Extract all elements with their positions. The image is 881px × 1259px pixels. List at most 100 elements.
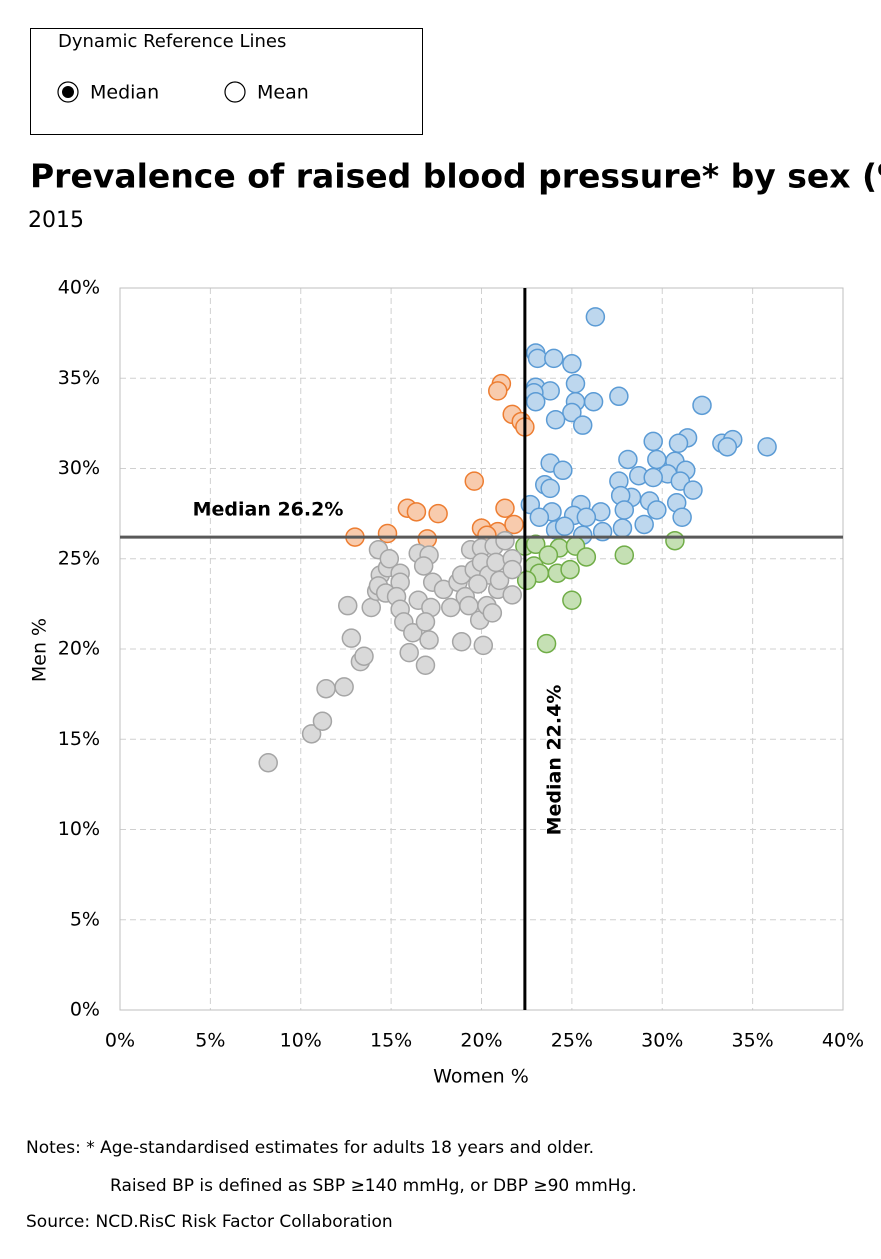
point [495,498,515,518]
point [560,559,580,580]
reference-label: Median 26.2% [193,499,344,521]
point [464,471,485,491]
point [488,381,508,401]
y-tick-label: 40% [58,277,100,299]
point [486,552,506,573]
point [415,655,436,675]
point [516,570,537,591]
point [609,386,629,407]
y-tick-label: 0% [70,999,100,1021]
point [614,545,635,565]
chart-title: Prevalence of raised blood pressure* by … [30,157,881,196]
point [419,630,439,650]
plot-border [119,287,844,1011]
point [612,518,633,538]
point [525,534,546,555]
x-tick-label: 35% [732,1030,774,1052]
point [554,516,575,537]
point [565,373,586,394]
x-tick-label: 0% [105,1030,135,1052]
point [576,507,597,527]
point [668,433,689,453]
x-tick-label: 15% [370,1030,412,1052]
point [683,480,703,500]
y-tick-label: 25% [58,547,100,569]
point [538,545,559,565]
point [428,503,448,524]
note: Raised BP is defined as SBP ≥140 mmHg, o… [110,1176,637,1196]
point [529,507,550,527]
point [495,530,515,551]
point [583,391,604,412]
point [502,559,522,580]
y-axis-label: Men % [29,618,51,682]
source: Source: NCD.RisC Risk Factor Collaborati… [26,1212,393,1232]
point [562,590,582,611]
point [451,632,472,652]
point [525,391,546,412]
x-tick-label: 30% [641,1030,683,1052]
control-box [30,28,423,135]
y-tick-label: 35% [58,367,100,389]
point [377,523,398,544]
point [585,307,606,327]
point [672,507,692,527]
note: Notes: * Age-standardised estimates for … [26,1138,594,1158]
point [341,628,362,648]
point [415,612,436,632]
radio-label[interactable]: Mean [257,82,309,104]
x-tick-label: 10% [280,1030,322,1052]
point [301,724,322,744]
x-tick-label: 5% [195,1030,225,1052]
point [553,460,573,481]
point [576,547,597,567]
point [403,623,423,643]
y-tick-label: 5% [70,908,100,930]
point [562,402,582,423]
reference-label: Median 22.4% [543,685,565,836]
radio-dot [62,86,74,98]
point [618,449,638,470]
chart-subtitle: 2015 [28,208,84,233]
point [614,500,635,520]
point [489,570,510,591]
radio-button[interactable] [224,81,246,103]
point [544,348,564,369]
point [527,348,548,369]
point [692,395,712,416]
point [502,585,522,605]
point [354,646,374,666]
point [536,633,557,654]
x-axis-label: Women % [433,1066,529,1088]
x-tick-label: 40% [822,1030,864,1052]
point [643,467,663,488]
point [258,752,278,773]
point [361,597,381,618]
point [665,530,685,551]
radio-label[interactable]: Median [90,82,159,104]
point [468,574,488,594]
point [545,410,566,430]
y-tick-label: 30% [58,457,100,479]
point [634,514,654,535]
point [647,500,667,520]
point [406,502,427,522]
point [504,514,524,535]
x-tick-label: 20% [460,1030,502,1052]
point [312,711,333,731]
point [379,549,400,569]
point [316,678,336,699]
point [540,478,560,499]
point [334,677,354,697]
point [562,354,582,374]
control-title: Dynamic Reference Lines [58,31,286,52]
x-tick-label: 25% [551,1030,593,1052]
point [643,431,663,452]
point [337,595,358,616]
point [572,415,593,435]
y-tick-label: 15% [58,728,100,750]
point [717,437,738,457]
point [473,635,494,656]
point [399,642,419,663]
